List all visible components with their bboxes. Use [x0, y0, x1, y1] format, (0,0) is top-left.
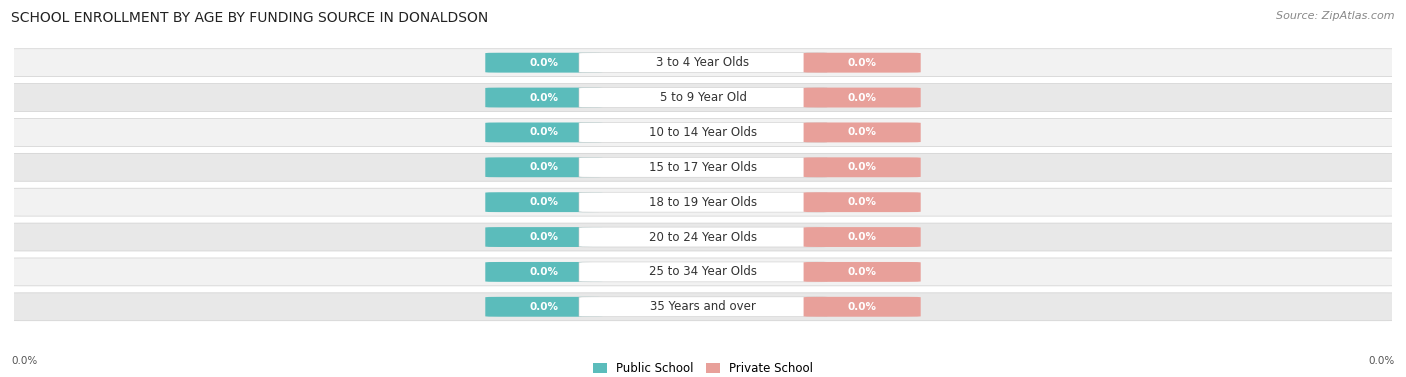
- FancyBboxPatch shape: [485, 192, 602, 212]
- Text: 15 to 17 Year Olds: 15 to 17 Year Olds: [650, 161, 756, 174]
- FancyBboxPatch shape: [7, 223, 1399, 251]
- Text: 0.0%: 0.0%: [848, 302, 877, 312]
- FancyBboxPatch shape: [7, 188, 1399, 216]
- Text: 0.0%: 0.0%: [848, 127, 877, 138]
- Text: 0.0%: 0.0%: [848, 197, 877, 207]
- FancyBboxPatch shape: [579, 123, 827, 143]
- Legend: Public School, Private School: Public School, Private School: [588, 357, 818, 377]
- FancyBboxPatch shape: [804, 192, 921, 212]
- Text: 0.0%: 0.0%: [529, 232, 558, 242]
- Text: 0.0%: 0.0%: [848, 232, 877, 242]
- Text: 0.0%: 0.0%: [848, 58, 877, 68]
- FancyBboxPatch shape: [7, 49, 1399, 77]
- Text: 35 Years and over: 35 Years and over: [650, 300, 756, 313]
- FancyBboxPatch shape: [804, 157, 921, 177]
- FancyBboxPatch shape: [804, 227, 921, 247]
- FancyBboxPatch shape: [7, 118, 1399, 146]
- FancyBboxPatch shape: [485, 53, 602, 73]
- FancyBboxPatch shape: [579, 192, 827, 212]
- Text: SCHOOL ENROLLMENT BY AGE BY FUNDING SOURCE IN DONALDSON: SCHOOL ENROLLMENT BY AGE BY FUNDING SOUR…: [11, 11, 488, 25]
- FancyBboxPatch shape: [7, 258, 1399, 286]
- Text: Source: ZipAtlas.com: Source: ZipAtlas.com: [1277, 11, 1395, 21]
- FancyBboxPatch shape: [579, 297, 827, 317]
- FancyBboxPatch shape: [7, 293, 1399, 321]
- FancyBboxPatch shape: [804, 87, 921, 107]
- FancyBboxPatch shape: [804, 123, 921, 143]
- Text: 0.0%: 0.0%: [529, 197, 558, 207]
- FancyBboxPatch shape: [485, 123, 602, 143]
- FancyBboxPatch shape: [485, 262, 602, 282]
- FancyBboxPatch shape: [7, 84, 1399, 112]
- FancyBboxPatch shape: [485, 227, 602, 247]
- Text: 0.0%: 0.0%: [529, 162, 558, 172]
- Text: 10 to 14 Year Olds: 10 to 14 Year Olds: [650, 126, 756, 139]
- FancyBboxPatch shape: [579, 262, 827, 282]
- Text: 0.0%: 0.0%: [529, 127, 558, 138]
- Text: 0.0%: 0.0%: [848, 162, 877, 172]
- Text: 3 to 4 Year Olds: 3 to 4 Year Olds: [657, 56, 749, 69]
- Text: 0.0%: 0.0%: [529, 92, 558, 103]
- FancyBboxPatch shape: [485, 297, 602, 317]
- Text: 0.0%: 0.0%: [11, 356, 38, 366]
- Text: 25 to 34 Year Olds: 25 to 34 Year Olds: [650, 265, 756, 278]
- FancyBboxPatch shape: [579, 157, 827, 177]
- FancyBboxPatch shape: [485, 157, 602, 177]
- Text: 0.0%: 0.0%: [529, 58, 558, 68]
- FancyBboxPatch shape: [804, 262, 921, 282]
- FancyBboxPatch shape: [579, 53, 827, 73]
- FancyBboxPatch shape: [804, 53, 921, 73]
- Text: 18 to 19 Year Olds: 18 to 19 Year Olds: [650, 196, 756, 208]
- FancyBboxPatch shape: [579, 227, 827, 247]
- FancyBboxPatch shape: [579, 87, 827, 107]
- FancyBboxPatch shape: [7, 153, 1399, 181]
- Text: 0.0%: 0.0%: [1368, 356, 1395, 366]
- Text: 5 to 9 Year Old: 5 to 9 Year Old: [659, 91, 747, 104]
- FancyBboxPatch shape: [804, 297, 921, 317]
- Text: 20 to 24 Year Olds: 20 to 24 Year Olds: [650, 231, 756, 244]
- FancyBboxPatch shape: [485, 87, 602, 107]
- Text: 0.0%: 0.0%: [529, 267, 558, 277]
- Text: 0.0%: 0.0%: [529, 302, 558, 312]
- Text: 0.0%: 0.0%: [848, 92, 877, 103]
- Text: 0.0%: 0.0%: [848, 267, 877, 277]
